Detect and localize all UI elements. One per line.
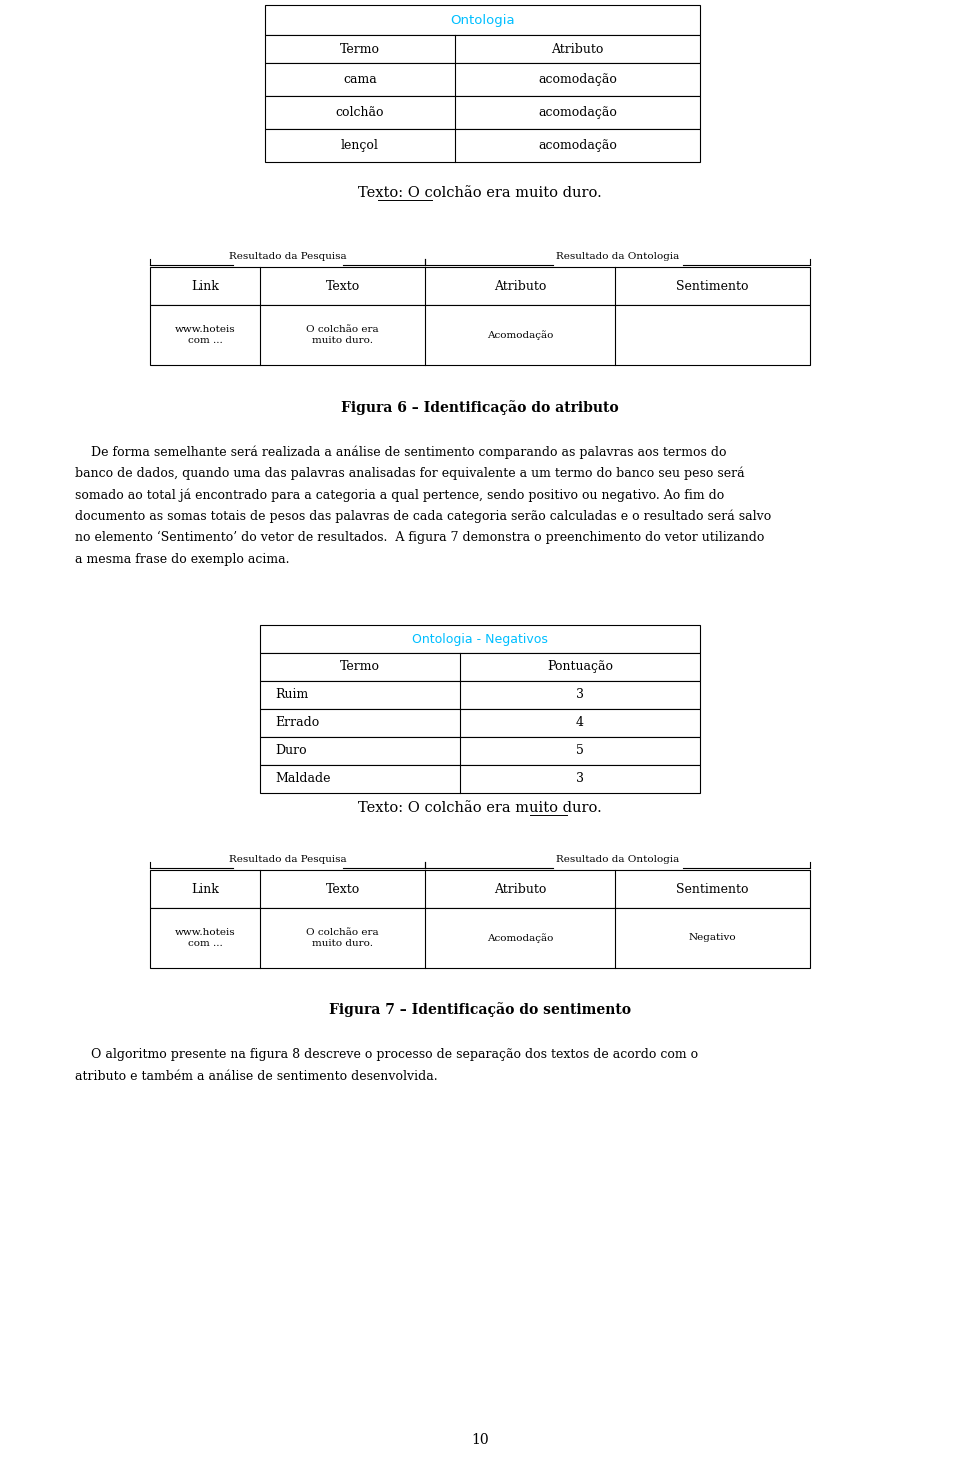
Text: 4: 4 <box>576 717 584 730</box>
Bar <box>150 870 810 909</box>
Text: cama: cama <box>343 73 377 86</box>
Text: Sentimento: Sentimento <box>676 882 749 895</box>
Text: Texto: Texto <box>325 279 360 293</box>
Text: documento as somas totais de pesos das palavras de cada categoria serão calculad: documento as somas totais de pesos das p… <box>75 509 771 522</box>
Text: Sentimento: Sentimento <box>676 279 749 293</box>
Text: O colchão era
muito duro.: O colchão era muito duro. <box>306 929 379 948</box>
Text: Atributo: Atributo <box>493 279 546 293</box>
Text: O colchão era
muito duro.: O colchão era muito duro. <box>306 325 379 345</box>
Text: Texto: O colchão era muito duro.: Texto: O colchão era muito duro. <box>358 186 602 200</box>
Text: Termo: Termo <box>340 42 380 56</box>
Text: Acomodação: Acomodação <box>487 933 553 942</box>
Bar <box>265 129 700 162</box>
Text: Atributo: Atributo <box>493 882 546 895</box>
Text: Ruim: Ruim <box>275 689 308 701</box>
Text: acomodação: acomodação <box>538 73 617 86</box>
Text: no elemento ‘Sentimento’ do vetor de resultados.  A figura 7 demonstra o preench: no elemento ‘Sentimento’ do vetor de res… <box>75 531 764 544</box>
Text: lençol: lençol <box>341 139 379 152</box>
Bar <box>265 4 700 35</box>
Text: Errado: Errado <box>275 717 320 730</box>
Text: Link: Link <box>191 882 219 895</box>
Text: Ontologia: Ontologia <box>450 13 515 26</box>
Text: 3: 3 <box>576 772 584 786</box>
Text: Resultado da Pesquisa: Resultado da Pesquisa <box>228 252 347 260</box>
Bar <box>260 625 700 652</box>
Text: Atributo: Atributo <box>551 42 604 56</box>
Text: Resultado da Ontologia: Resultado da Ontologia <box>556 252 679 260</box>
Text: Figura 7 – Identificação do sentimento: Figura 7 – Identificação do sentimento <box>329 1002 631 1017</box>
Text: 3: 3 <box>576 689 584 701</box>
Bar <box>150 909 810 969</box>
Text: banco de dados, quando uma das palavras analisadas for equivalente a um termo do: banco de dados, quando uma das palavras … <box>75 467 745 480</box>
Text: Ontologia - Negativos: Ontologia - Negativos <box>412 632 548 645</box>
Text: www.hoteis
com ...: www.hoteis com ... <box>175 929 235 948</box>
Text: www.hoteis
com ...: www.hoteis com ... <box>175 325 235 345</box>
Text: 5: 5 <box>576 745 584 758</box>
Text: Link: Link <box>191 279 219 293</box>
Text: Texto: Texto <box>325 882 360 895</box>
Text: Negativo: Negativo <box>688 933 736 942</box>
Text: acomodação: acomodação <box>538 105 617 119</box>
Bar <box>150 304 810 364</box>
Text: acomodação: acomodação <box>538 139 617 152</box>
Text: Duro: Duro <box>275 745 306 758</box>
Text: O algoritmo presente na figura 8 descreve o processo de separação dos textos de : O algoritmo presente na figura 8 descrev… <box>75 1048 698 1061</box>
Text: Maldade: Maldade <box>275 772 330 786</box>
Text: De forma semelhante será realizada a análise de sentimento comparando as palavra: De forma semelhante será realizada a aná… <box>75 445 727 458</box>
Bar <box>150 268 810 304</box>
Text: Termo: Termo <box>340 660 380 673</box>
Bar <box>260 652 700 680</box>
Text: Resultado da Ontologia: Resultado da Ontologia <box>556 854 679 863</box>
Text: atributo e também a análise de sentimento desenvolvida.: atributo e também a análise de sentiment… <box>75 1069 438 1083</box>
Text: Pontuação: Pontuação <box>547 660 613 673</box>
Bar <box>260 710 700 737</box>
Bar <box>265 97 700 129</box>
Text: Figura 6 – Identificação do atributo: Figura 6 – Identificação do atributo <box>341 401 619 415</box>
Text: Texto: O colchão era muito duro.: Texto: O colchão era muito duro. <box>358 802 602 815</box>
Bar <box>265 35 700 63</box>
Bar <box>260 680 700 710</box>
Text: somado ao total já encontrado para a categoria a qual pertence, sendo positivo o: somado ao total já encontrado para a cat… <box>75 489 724 502</box>
Text: 10: 10 <box>471 1432 489 1447</box>
Text: a mesma frase do exemplo acima.: a mesma frase do exemplo acima. <box>75 553 290 566</box>
Text: Resultado da Pesquisa: Resultado da Pesquisa <box>228 854 347 863</box>
Text: colchão: colchão <box>336 105 384 119</box>
Bar <box>260 765 700 793</box>
Text: Acomodação: Acomodação <box>487 331 553 339</box>
Bar <box>260 737 700 765</box>
Bar <box>265 63 700 97</box>
